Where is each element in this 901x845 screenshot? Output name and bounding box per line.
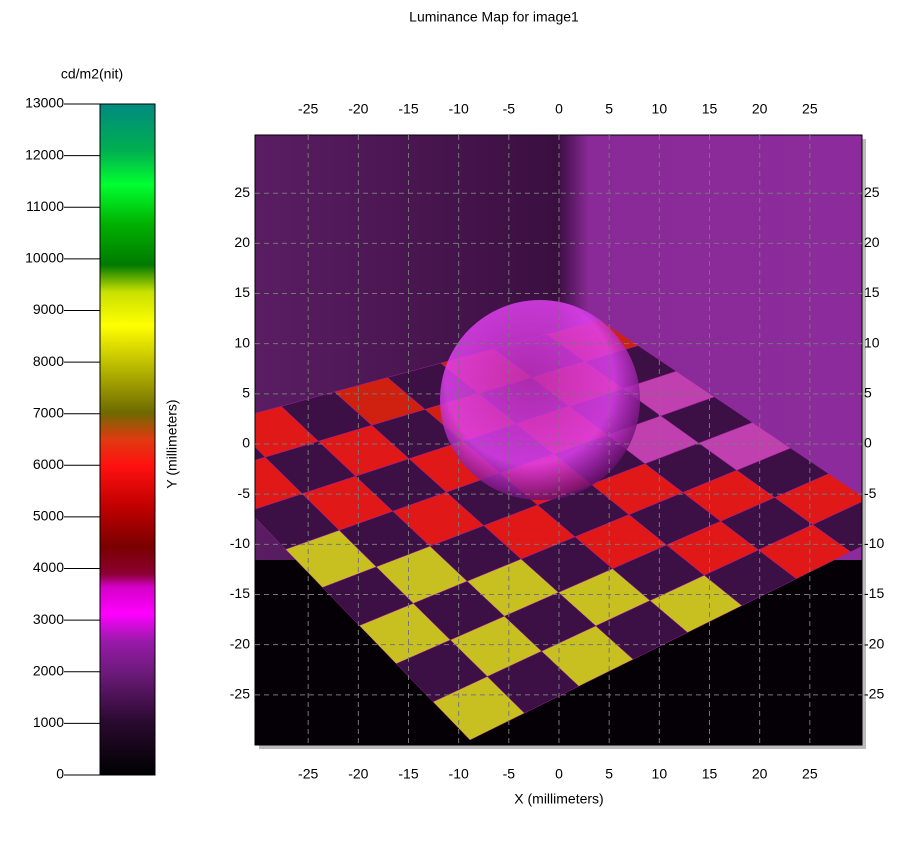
y-tick-label: 15 — [234, 284, 250, 300]
colorbar-tick-label: 0 — [56, 766, 64, 782]
y-tick-label: 25 — [864, 184, 880, 200]
x-tick-label: -15 — [398, 766, 418, 782]
colorbar-tick-label: 13000 — [25, 95, 64, 111]
x-tick-label: -10 — [449, 766, 469, 782]
image — [175, 135, 901, 745]
y-tick-label: 5 — [864, 385, 872, 401]
colorbar-tick-label: 4000 — [33, 559, 64, 575]
sphere — [440, 300, 640, 500]
y-tick-label: -25 — [864, 686, 884, 702]
x-tick-label: 20 — [752, 101, 768, 117]
x-tick-label: -5 — [503, 766, 516, 782]
y-tick-label: -15 — [864, 585, 884, 601]
x-tick-label: 15 — [702, 766, 718, 782]
x-axis-label: X (millimeters) — [514, 791, 603, 807]
y-tick-label: -25 — [230, 686, 250, 702]
y-tick-label: 15 — [864, 284, 880, 300]
x-tick-label: 5 — [605, 766, 613, 782]
colorbar-tick-label: 6000 — [33, 456, 64, 472]
x-tick-label: -5 — [503, 101, 516, 117]
colorbar-tick-label: 7000 — [33, 404, 64, 420]
x-tick-label: 5 — [605, 101, 613, 117]
y-tick-label: 10 — [234, 334, 250, 350]
x-tick-label: 20 — [752, 766, 768, 782]
x-tick-label: 25 — [802, 101, 818, 117]
colorbar-tick-label: 9000 — [33, 301, 64, 317]
colorbar-tick-label: 2000 — [33, 662, 64, 678]
x-tick-label: 25 — [802, 766, 818, 782]
y-tick-label: 5 — [242, 385, 250, 401]
chart: Luminance Map for image1 cd/m2(nit) Y (m… — [0, 0, 901, 845]
y-tick-label: 20 — [234, 234, 250, 250]
y-tick-label: 0 — [242, 435, 250, 451]
colorbar-tick-label: 1000 — [33, 714, 64, 730]
y-tick-label: 10 — [864, 334, 880, 350]
y-tick-label: 20 — [864, 234, 880, 250]
x-tick-label: 10 — [652, 766, 668, 782]
colorbar-tick-label: 10000 — [25, 250, 64, 266]
x-tick-label: -25 — [298, 101, 318, 117]
y-tick-label: -5 — [864, 485, 877, 501]
colorbar-label: cd/m2(nit) — [61, 66, 123, 82]
y-tick-label: -10 — [230, 535, 250, 551]
x-tick-label: -20 — [348, 101, 368, 117]
x-tick-label: -25 — [298, 766, 318, 782]
colorbar-tick-label: 5000 — [33, 508, 64, 524]
y-tick-label: 25 — [234, 184, 250, 200]
x-tick-label: -20 — [348, 766, 368, 782]
colorbar — [100, 104, 155, 775]
y-tick-label: 0 — [864, 435, 872, 451]
colorbar-tick-label: 8000 — [33, 353, 64, 369]
x-tick-label: 15 — [702, 101, 718, 117]
y-tick-label: -20 — [864, 635, 884, 651]
colorbar-tick-label: 11000 — [26, 198, 64, 214]
y-tick-label: -20 — [230, 635, 250, 651]
colorbar-tick-label: 3000 — [33, 611, 64, 627]
y-axis-label: Y (millimeters) — [164, 399, 180, 488]
y-tick-label: -5 — [238, 485, 251, 501]
x-tick-label: 0 — [555, 766, 563, 782]
x-tick-label: -10 — [449, 101, 469, 117]
y-tick-label: -10 — [864, 535, 884, 551]
x-tick-label: -15 — [398, 101, 418, 117]
chart-title: Luminance Map for image1 — [409, 9, 579, 25]
colorbar-tick-label: 12000 — [25, 146, 64, 162]
y-tick-label: -15 — [230, 585, 250, 601]
checker-tile — [175, 421, 265, 474]
x-tick-label: 0 — [555, 101, 563, 117]
x-tick-label: 10 — [652, 101, 668, 117]
